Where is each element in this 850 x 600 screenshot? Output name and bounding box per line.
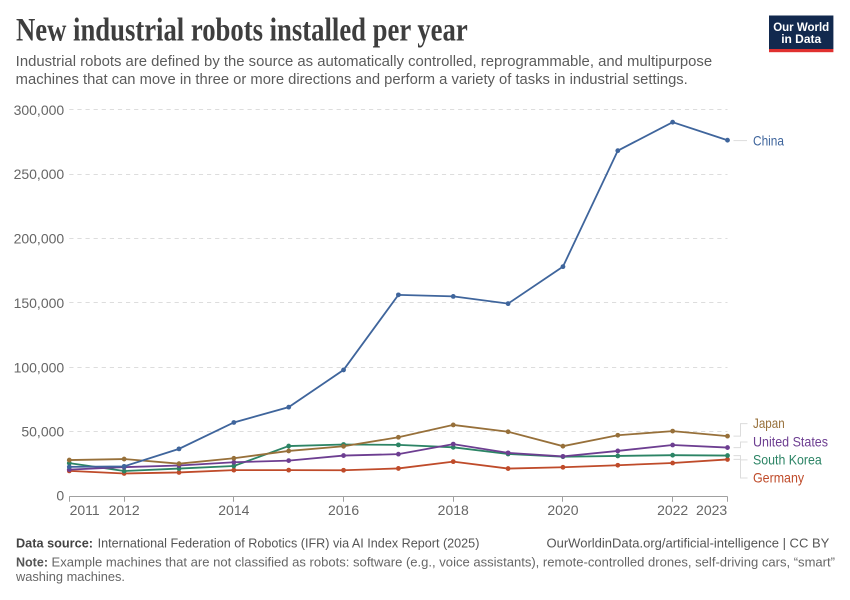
svg-text:100,000: 100,000	[14, 359, 65, 375]
svg-text:United States: United States	[753, 434, 828, 450]
svg-text:250,000: 250,000	[14, 166, 65, 182]
svg-text:2016: 2016	[328, 502, 359, 518]
svg-text:in Data: in Data	[781, 32, 821, 46]
svg-text:Our World: Our World	[773, 20, 829, 34]
svg-text:Industrial robots are defined: Industrial robots are defined by the sou…	[16, 54, 712, 70]
svg-text:0: 0	[56, 488, 64, 504]
svg-text:New industrial robots installe: New industrial robots installed per year	[16, 12, 468, 48]
svg-text:2012: 2012	[109, 502, 140, 518]
svg-text:South Korea: South Korea	[753, 452, 822, 468]
svg-text:washing machines.: washing machines.	[15, 570, 125, 584]
svg-text:China: China	[753, 133, 784, 149]
svg-text:2023: 2023	[696, 502, 727, 518]
svg-text:2022: 2022	[657, 502, 688, 518]
svg-text:2014: 2014	[218, 502, 249, 518]
svg-text:2020: 2020	[547, 502, 578, 518]
svg-text:2011: 2011	[70, 502, 100, 518]
svg-text:International Federation of Ro: International Federation of Robotics (IF…	[98, 536, 480, 551]
svg-text:200,000: 200,000	[14, 231, 65, 247]
svg-text:300,000: 300,000	[14, 102, 65, 118]
svg-text:Data source:: Data source:	[16, 536, 93, 551]
svg-text:50,000: 50,000	[21, 424, 64, 440]
svg-text:150,000: 150,000	[14, 295, 65, 311]
svg-text:OurWorldinData.org/artificial-: OurWorldinData.org/artificial-intelligen…	[547, 536, 830, 551]
svg-text:Germany: Germany	[753, 470, 804, 486]
svg-text:Japan: Japan	[753, 415, 785, 431]
svg-text:machines that can move in thre: machines that can move in three or more …	[16, 72, 688, 88]
svg-text:Example machines that are not: Example machines that are not classified…	[52, 556, 836, 570]
svg-text:2018: 2018	[438, 502, 469, 518]
svg-text:Note:: Note:	[16, 556, 48, 570]
